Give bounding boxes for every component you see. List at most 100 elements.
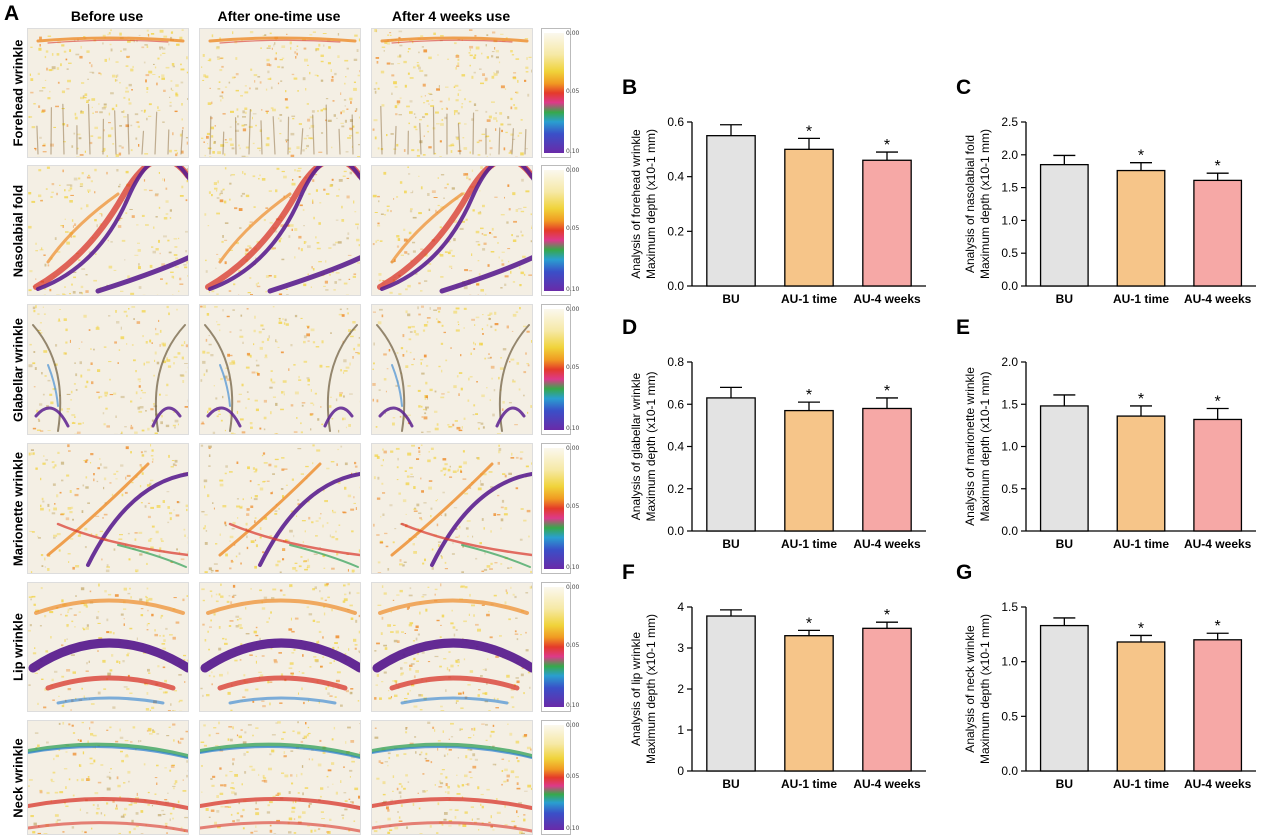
x-tick-label: AU-1 time [781, 292, 837, 306]
column-header-before: Before use [70, 8, 144, 24]
panel-letter: C [956, 76, 971, 99]
y-tick-label: 0.6 [667, 397, 684, 411]
panel-letter: G [956, 561, 972, 584]
x-tick-label: BU [1056, 777, 1073, 791]
y-tick-label: 4 [677, 600, 684, 614]
significance-marker: * [806, 387, 812, 404]
bar-au-4-weeks [862, 627, 912, 772]
y-tick-label: 0.2 [667, 224, 684, 238]
scale-tick-label: 0.05 [566, 772, 580, 780]
y-axis-label-line2: Maximum depth (x10-1 mm) [978, 371, 992, 521]
significance-marker: * [1215, 618, 1221, 635]
thumbnail-forehead-wrinkle-four-weeks [371, 28, 533, 158]
depth-color-gradient [544, 309, 564, 430]
y-axis-label-line1: Analysis of glabellar wrinkle [629, 372, 643, 520]
y-tick-label: 0.0 [1001, 764, 1018, 778]
x-tick-label: AU-1 time [1113, 292, 1169, 306]
x-tick-label: AU-4 weeks [853, 292, 921, 306]
thumbnail-nasolabial-fold-one-time [199, 165, 361, 296]
scale-tick-label: 0.10 [566, 564, 580, 571]
bar-bu [1039, 624, 1089, 772]
panel-letter: F [622, 561, 635, 584]
significance-marker: * [1138, 391, 1144, 408]
column-header-four-weeks: After 4 weeks use [391, 8, 511, 24]
y-tick-label: 0.5 [1001, 246, 1018, 260]
depth-color-gradient [544, 725, 564, 830]
thumbnail-glabellar-wrinkle-one-time [199, 304, 361, 435]
scale-tick-label: 0.10 [566, 702, 580, 709]
y-axis-label-line1: Analysis of nasolabial fold [963, 135, 977, 273]
y-axis-label-line1: Analysis of forehead wrinkle [629, 129, 643, 279]
scale-tick-label: 0.10 [566, 286, 580, 293]
y-tick-label: 0.0 [1001, 524, 1018, 538]
y-tick-label: 0 [677, 764, 684, 778]
thumbnail-glabellar-wrinkle-four-weeks [371, 304, 533, 435]
bar-bu [706, 397, 756, 532]
scale-tick-label: 0.05 [566, 363, 580, 371]
scale-tick-label: 0.10 [566, 825, 580, 832]
y-tick-label: 0.6 [667, 115, 684, 129]
y-axis-label-line2: Maximum depth (x10-1 mm) [644, 614, 658, 764]
significance-marker: * [806, 615, 812, 632]
significance-marker: * [884, 607, 890, 624]
y-tick-label: 3 [677, 641, 684, 655]
bar-au-4-weeks [1193, 418, 1243, 532]
y-tick-label: 2.0 [1001, 148, 1018, 162]
thumbnail-nasolabial-fold-before [27, 165, 189, 296]
chart-forehead-wrinkle: B 0.0 0.2 0.4 0.6 Analysis of forehead wrinkl… [622, 76, 926, 306]
x-tick-label: BU [1056, 537, 1073, 551]
scale-tick-label: 0.05 [566, 87, 580, 95]
bar-au-4-weeks [862, 159, 912, 287]
y-axis-label-line2: Maximum depth (x10-1 mm) [644, 129, 658, 279]
y-tick-label: 0.0 [667, 279, 684, 293]
y-tick-label: 0.0 [667, 524, 684, 538]
chart-neck-wrinkle: G 0.0 0.5 1.0 1.5 Analysis of neck wrinkle Max… [956, 561, 1256, 791]
x-tick-label: BU [722, 292, 739, 306]
significance-marker: * [1215, 393, 1221, 410]
scale-tick-label: 0.05 [566, 641, 580, 649]
bar-bu [706, 615, 756, 772]
y-tick-label: 1.0 [1001, 440, 1018, 454]
bar-bu [1039, 405, 1089, 532]
bar-au-4-weeks [1193, 639, 1243, 772]
y-tick-label: 1.5 [1001, 600, 1018, 614]
y-tick-label: 0.8 [667, 355, 684, 369]
thumbnail-marionette-wrinkle-before [27, 443, 189, 574]
x-tick-label: AU-4 weeks [1184, 292, 1252, 306]
thumbnail-forehead-wrinkle-one-time [199, 28, 361, 158]
scale-tick-label: 0.00 [566, 722, 580, 729]
scale-tick-label: 0.00 [566, 306, 580, 313]
scale-tick-label: 0.00 [566, 584, 580, 591]
x-tick-label: BU [1056, 292, 1073, 306]
bar-au-4-weeks [862, 407, 912, 532]
bar-bu [1039, 163, 1089, 287]
scale-tick-label: 0.05 [566, 224, 580, 232]
y-axis-label-line2: Maximum depth (x10-1 mm) [978, 129, 992, 279]
thumbnail-neck-wrinkle-one-time [199, 720, 361, 835]
x-tick-label: BU [722, 537, 739, 551]
x-tick-label: AU-4 weeks [853, 777, 921, 791]
y-tick-label: 2.5 [1001, 115, 1018, 129]
depth-scale-bar: 0.00 0.05 0.10 [541, 165, 579, 296]
x-tick-label: AU-1 time [1113, 777, 1169, 791]
panel-letter: B [622, 76, 637, 99]
scale-tick-label: 0.10 [566, 148, 580, 155]
scale-tick-label: 0.00 [566, 445, 580, 452]
chart-marionette-wrinkle: E 0.0 0.5 1.0 1.5 2.0 Analysis of marionette w… [956, 316, 1256, 551]
bar-au-1-time [784, 148, 834, 287]
thumbnail-lip-wrinkle-before [27, 582, 189, 712]
depth-color-gradient [544, 448, 564, 569]
y-tick-label: 0.4 [667, 170, 684, 184]
thumbnail-forehead-wrinkle-before [27, 28, 189, 158]
y-tick-label: 1.5 [1001, 181, 1018, 195]
y-tick-label: 0.5 [1001, 482, 1018, 496]
thumbnail-neck-wrinkle-four-weeks [371, 720, 533, 835]
bar-au-1-time [1116, 169, 1166, 287]
thumbnail-marionette-wrinkle-one-time [199, 443, 361, 574]
y-tick-label: 1 [677, 723, 684, 737]
y-tick-label: 1.0 [1001, 655, 1018, 669]
y-tick-label: 0.2 [667, 482, 684, 496]
depth-scale-bar: 0.00 0.05 0.10 [541, 304, 579, 435]
thumbnail-neck-wrinkle-before [27, 720, 189, 835]
depth-scale-bar: 0.00 0.05 0.10 [541, 443, 579, 574]
